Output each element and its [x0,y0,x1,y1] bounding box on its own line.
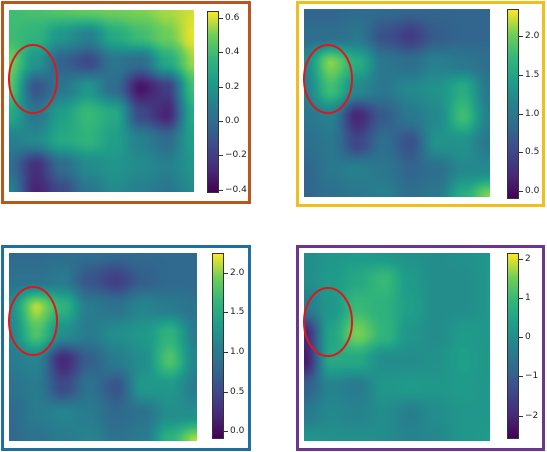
colorbar-tick-label: 0.4 [225,47,240,57]
colorbar-tick [224,392,228,393]
colorbar-tick [519,152,523,153]
heatmap-panel-3: 2.0 1.5 1.0 0.5 0.0 [1,245,251,451]
colorbar-tick-label: 0.6 [225,13,240,23]
colorbar-tick [224,312,228,313]
colorbar-tick [224,431,228,432]
colorbar-tick [519,36,523,37]
colorbar-tick [219,190,223,191]
colorbar-tick-label: 2 [525,254,531,264]
colorbar-tick-label: 0.0 [230,426,245,436]
heatmap-image [304,253,490,441]
heatmap-image [304,9,490,197]
colorbar-tick-label: 1.5 [525,70,540,80]
colorbar-tick-label: 0.0 [525,186,540,196]
colorbar-tick [519,376,523,377]
colorbar-tick [519,259,523,260]
colorbar-tick [219,87,223,88]
colorbar-tick [224,352,228,353]
heatmap-panel-4: 2 1 0 −1 −2 [296,245,545,451]
colorbar-tick-label: 1.5 [230,307,245,317]
colorbar-tick [519,75,523,76]
colorbar-tick-label: 0.5 [525,147,540,157]
colorbar-tick-label: 1.0 [525,109,540,119]
heatmap-image [9,253,197,441]
colorbar-tick [519,114,523,115]
colorbar [207,11,219,193]
colorbar-tick-label: −0.4 [225,185,247,195]
colorbar [507,9,519,199]
colorbar-tick-label: 0.2 [225,82,240,92]
colorbar-tick-label: −2 [525,411,539,421]
colorbar-tick-label: 0.5 [230,387,245,397]
heatmap-panel-1: 0.6 0.4 0.2 0.0 −0.2 −0.4 [1,1,251,204]
colorbar-tick [519,298,523,299]
colorbar-tick-label: 1 [525,293,531,303]
colorbar-tick [224,273,228,274]
colorbar-tick-label: 1.0 [230,347,245,357]
colorbar-tick-label: 0 [525,332,531,342]
colorbar-tick-label: −0.2 [225,150,247,160]
colorbar-tick [219,52,223,53]
colorbar-tick [219,155,223,156]
colorbar-tick-label: 2.0 [525,31,540,41]
colorbar [212,253,224,439]
colorbar-tick [219,121,223,122]
heatmap-panel-2: 2.0 1.5 1.0 0.5 0.0 [296,1,545,207]
colorbar-tick [219,18,223,19]
colorbar-tick-label: 2.0 [230,268,245,278]
colorbar [507,253,519,439]
colorbar-tick-label: 0.0 [225,116,240,126]
colorbar-tick [519,191,523,192]
colorbar-tick-label: −1 [525,371,539,381]
colorbar-tick [519,416,523,417]
colorbar-tick [519,337,523,338]
heatmap-image [9,10,194,192]
